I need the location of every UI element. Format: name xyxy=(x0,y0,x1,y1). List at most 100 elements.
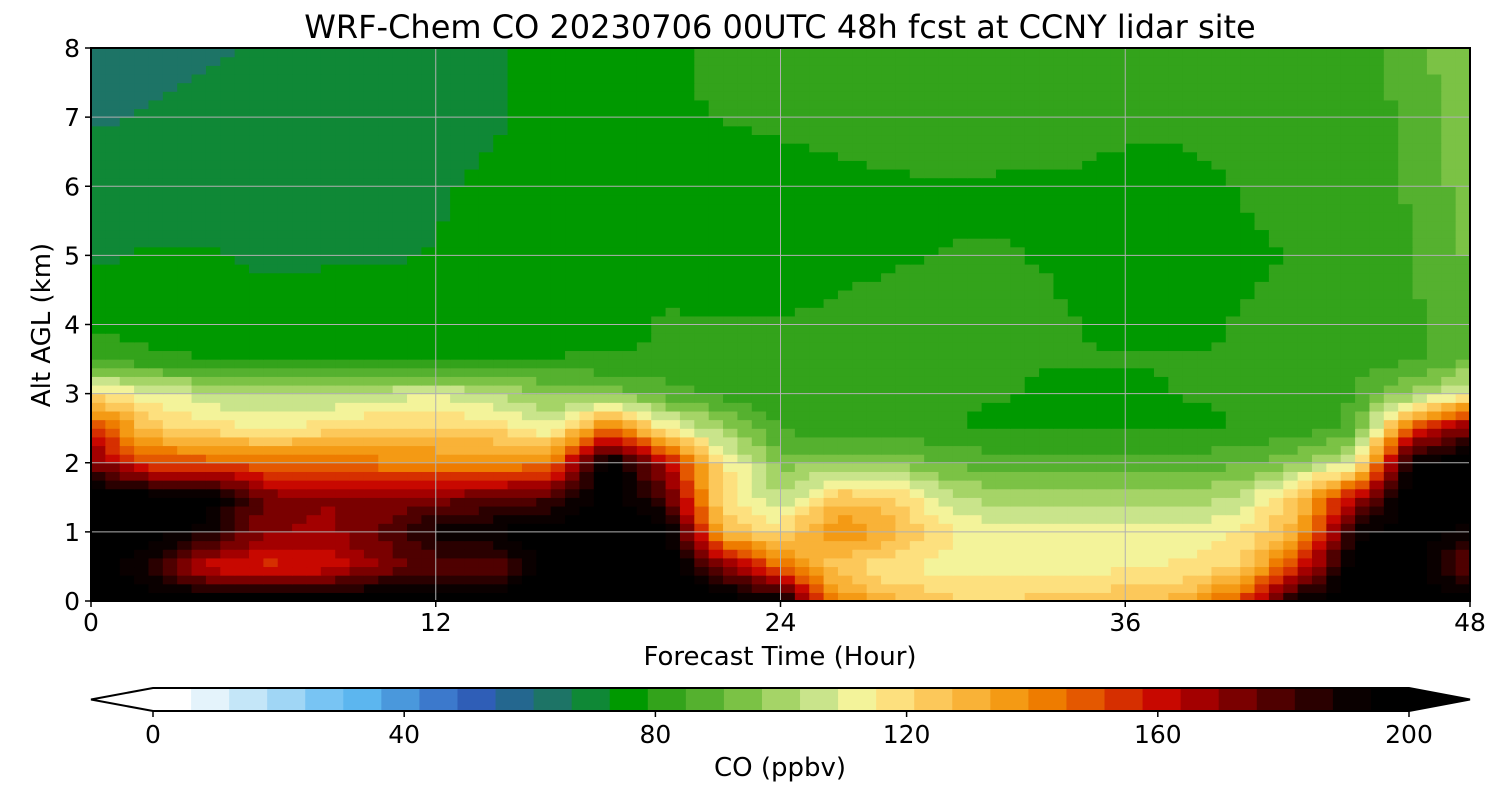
heatmap-cell xyxy=(292,583,308,593)
heatmap-cell xyxy=(751,540,767,550)
heatmap-cell xyxy=(694,557,710,568)
heatmap-cell xyxy=(378,255,394,265)
heatmap-cell xyxy=(349,194,365,205)
heatmap-cell xyxy=(694,177,710,187)
heatmap-cell xyxy=(1441,454,1457,464)
heatmap-cell xyxy=(823,359,839,369)
heatmap-cell xyxy=(1254,376,1270,386)
heatmap-cell xyxy=(1125,151,1141,161)
heatmap-cell xyxy=(780,471,796,481)
heatmap-cell xyxy=(579,523,595,533)
heatmap-cell xyxy=(881,255,897,265)
heatmap-cell xyxy=(938,359,954,369)
heatmap-cell xyxy=(1082,341,1098,352)
heatmap-cell xyxy=(1297,194,1313,205)
heatmap-cell xyxy=(1455,341,1470,352)
heatmap-cell xyxy=(766,255,782,265)
heatmap-cell xyxy=(694,160,710,170)
heatmap-cell xyxy=(536,454,552,464)
heatmap-cell xyxy=(550,272,566,282)
heatmap-cell xyxy=(249,384,264,395)
heatmap-cell xyxy=(234,324,250,334)
heatmap-cell xyxy=(967,186,983,196)
heatmap-cell xyxy=(794,592,810,601)
heatmap-cell xyxy=(478,462,494,472)
heatmap-cell xyxy=(1412,160,1428,170)
heatmap-cell xyxy=(881,264,897,274)
heatmap-cell xyxy=(1067,272,1083,282)
heatmap-cell xyxy=(579,194,595,205)
heatmap-cell xyxy=(823,255,839,265)
heatmap-cell xyxy=(1340,497,1356,507)
heatmap-cell xyxy=(162,203,178,213)
heatmap-cell xyxy=(837,272,853,282)
heatmap-cell xyxy=(694,419,710,429)
heatmap-cell xyxy=(220,462,236,472)
heatmap-cell xyxy=(1340,168,1356,179)
heatmap-cell xyxy=(363,514,379,524)
heatmap-cell xyxy=(177,298,193,308)
heatmap-cell xyxy=(148,566,164,576)
heatmap-cell xyxy=(1024,333,1040,343)
heatmap-cell xyxy=(1268,168,1284,179)
heatmap-cell xyxy=(995,445,1011,455)
heatmap-cell xyxy=(636,272,652,282)
heatmap-cell xyxy=(493,186,509,196)
heatmap-cell xyxy=(1153,186,1169,196)
heatmap-cell xyxy=(1412,367,1428,377)
heatmap-cell xyxy=(1096,298,1112,308)
heatmap-cell xyxy=(1096,264,1112,274)
heatmap-cell xyxy=(981,367,997,377)
heatmap-cell xyxy=(478,419,494,429)
heatmap-cell xyxy=(1153,203,1169,213)
heatmap-cell xyxy=(1039,151,1055,161)
heatmap-cell xyxy=(1039,246,1055,256)
heatmap-cell xyxy=(1096,177,1112,187)
heatmap-cell xyxy=(665,531,681,542)
heatmap-cell xyxy=(852,160,868,170)
heatmap-cell xyxy=(1039,497,1055,507)
heatmap-cell xyxy=(852,168,868,179)
heatmap-cell xyxy=(895,203,911,213)
heatmap-cell xyxy=(392,583,408,593)
heatmap-cell xyxy=(924,462,940,472)
heatmap-cell xyxy=(335,341,351,352)
heatmap-cell xyxy=(651,436,667,447)
heatmap-cell xyxy=(622,238,638,248)
heatmap-cell xyxy=(464,324,480,334)
heatmap-cell xyxy=(1412,359,1428,369)
heatmap-cell xyxy=(392,514,408,524)
heatmap-cell xyxy=(636,289,652,300)
heatmap-cell xyxy=(407,540,422,550)
heatmap-cell xyxy=(249,419,264,429)
heatmap-cell xyxy=(1369,220,1385,231)
heatmap-cell xyxy=(1067,359,1083,369)
heatmap-cell xyxy=(1139,523,1155,533)
heatmap-cell xyxy=(349,445,365,455)
heatmap-cell xyxy=(392,419,408,429)
heatmap-cell xyxy=(1125,480,1141,490)
heatmap-cell xyxy=(751,212,767,222)
heatmap-cell xyxy=(249,583,264,593)
heatmap-cell xyxy=(1024,497,1040,507)
heatmap-cell xyxy=(349,324,365,334)
heatmap-cell xyxy=(421,168,437,179)
heatmap-cell xyxy=(852,350,868,360)
heatmap-cell xyxy=(464,289,480,300)
heatmap-cell xyxy=(1355,289,1371,300)
heatmap-cell xyxy=(967,151,983,161)
heatmap-cell xyxy=(780,505,796,516)
heatmap-cell xyxy=(478,454,494,464)
heatmap-cell xyxy=(1211,566,1227,576)
heatmap-cell xyxy=(521,324,537,334)
heatmap-cell xyxy=(737,229,753,239)
heatmap-cell xyxy=(1211,488,1227,498)
heatmap-cell xyxy=(1125,566,1141,576)
heatmap-cell xyxy=(938,575,954,585)
heatmap-cell xyxy=(1340,255,1356,265)
heatmap-cell xyxy=(679,480,695,490)
heatmap-cell xyxy=(723,454,738,464)
heatmap-cell xyxy=(967,540,983,550)
heatmap-cell xyxy=(536,557,552,568)
heatmap-cell xyxy=(521,445,537,455)
